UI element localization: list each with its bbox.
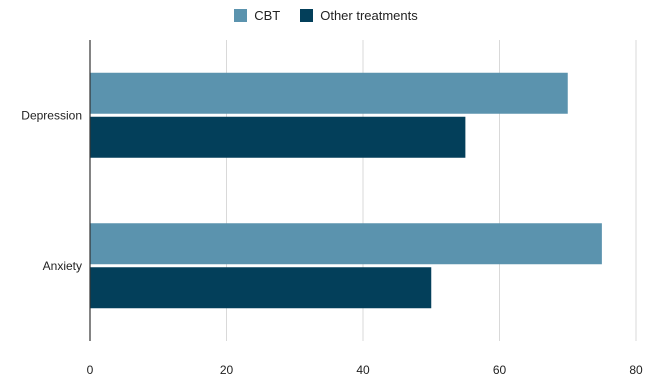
bars	[90, 72, 602, 309]
x-tick-label-20: 20	[220, 363, 234, 377]
legend-label-other-treatments: Other treatments	[320, 8, 418, 23]
x-tick-label-80: 80	[629, 363, 643, 377]
x-tick-label-40: 40	[356, 363, 370, 377]
bar-anxiety-cbt	[90, 223, 602, 265]
legend-label-cbt: CBT	[254, 8, 281, 23]
x-tick-label-60: 60	[493, 363, 507, 377]
x-tick-labels: 0 20 40 60 80	[87, 363, 643, 377]
bar-depression-other-treatments	[90, 116, 466, 158]
x-tick-label-0: 0	[87, 363, 94, 377]
category-labels: Depression Anxiety	[21, 108, 82, 273]
bar-anxiety-other-treatments	[90, 267, 432, 309]
legend-item-cbt: CBT	[234, 8, 280, 23]
bar-depression-cbt	[90, 72, 568, 114]
legend-swatch-cbt	[234, 9, 248, 22]
chart-legend: CBT Other treatments	[0, 8, 652, 23]
legend-swatch-other-treatments	[300, 9, 314, 22]
category-label-depression: Depression	[21, 108, 82, 122]
legend-item-other-treatments: Other treatments	[300, 8, 418, 23]
category-label-anxiety: Anxiety	[43, 259, 82, 273]
